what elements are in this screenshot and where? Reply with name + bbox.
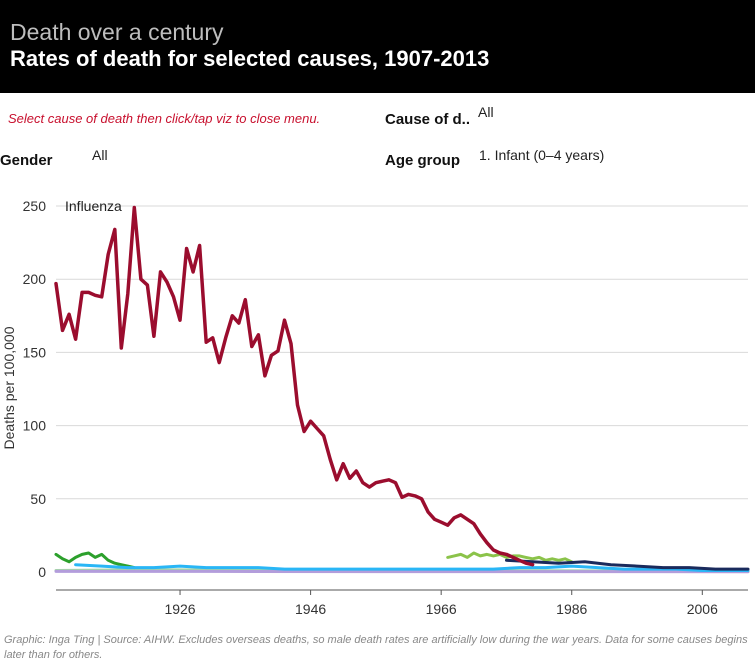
series-line[interactable] bbox=[74, 563, 750, 572]
series-lines[interactable] bbox=[54, 205, 750, 574]
age-group-filter-label: Age group bbox=[385, 152, 460, 169]
y-tick-label: 150 bbox=[23, 344, 47, 360]
cause-filter-label: Cause of d.. bbox=[385, 111, 471, 128]
y-tick-label: 0 bbox=[38, 564, 46, 580]
y-axis-title: Deaths per 100,000 bbox=[1, 326, 17, 449]
x-tick-label: 1926 bbox=[164, 601, 195, 617]
influenza-annotation: Influenza bbox=[65, 198, 122, 214]
cause-filter-dropdown[interactable]: All bbox=[478, 104, 494, 120]
footer-note: Graphic: Inga Ting | Source: AIHW. Exclu… bbox=[4, 634, 748, 661]
gender-filter-label: Gender bbox=[0, 152, 53, 169]
y-tick-label: 200 bbox=[23, 271, 47, 287]
gender-filter-dropdown[interactable]: All bbox=[92, 147, 108, 163]
series-line[interactable] bbox=[505, 558, 750, 571]
kicker-text: Death over a century bbox=[10, 19, 224, 45]
y-tick-label: 250 bbox=[23, 198, 47, 214]
page-title: Rates of death for selected causes, 1907… bbox=[10, 46, 490, 71]
y-tick-label: 50 bbox=[30, 491, 46, 507]
x-tick-label: 2006 bbox=[687, 601, 718, 617]
series-line[interactable] bbox=[54, 551, 136, 570]
x-tick-label: 1946 bbox=[295, 601, 326, 617]
header-bar: Death over a century Rates of death for … bbox=[0, 0, 755, 93]
series-line[interactable] bbox=[54, 205, 535, 567]
instruction-text: Select cause of death then click/tap viz… bbox=[8, 111, 321, 126]
axes: 0 50 100 150 200 250 1926 1946 1966 1986 2006 bbox=[23, 198, 748, 617]
x-tick-label: 1986 bbox=[556, 601, 587, 617]
grid-lines bbox=[56, 205, 748, 573]
x-tick-label: 1966 bbox=[426, 601, 457, 617]
age-group-filter-dropdown[interactable]: 1. Infant (0–4 years) bbox=[479, 147, 605, 163]
y-tick-label: 100 bbox=[23, 418, 47, 434]
